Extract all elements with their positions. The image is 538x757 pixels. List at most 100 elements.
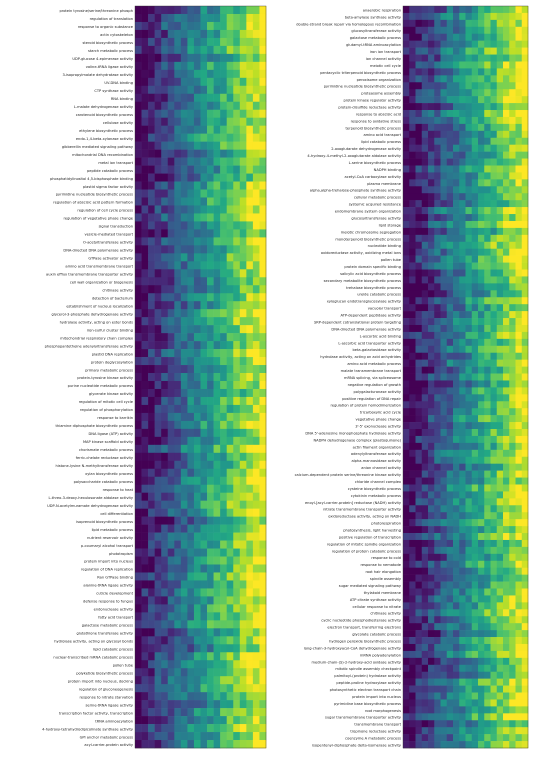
heatmap-cell <box>213 700 221 709</box>
heatmap-cell <box>496 546 504 555</box>
heatmap-cell <box>478 734 485 742</box>
heatmap-cell <box>246 45 254 55</box>
heatmap-cell <box>509 26 516 35</box>
heatmap-cell <box>207 676 214 685</box>
heatmap-cell <box>453 214 460 222</box>
heatmap-cell <box>213 420 221 430</box>
heatmap-cell <box>135 349 142 358</box>
heatmap-cell <box>403 75 410 83</box>
heatmap-cell <box>135 556 142 565</box>
heatmap-cell <box>141 532 149 541</box>
heatmap-cell <box>496 68 504 76</box>
heatmap-cell <box>207 301 214 310</box>
heatmap-cell <box>484 352 491 360</box>
heatmap-cell <box>503 297 510 305</box>
heatmap-cell <box>233 349 241 358</box>
heatmap-cell <box>213 205 221 214</box>
heatmap-cell <box>446 533 454 541</box>
heatmap-cell <box>453 297 460 305</box>
heatmap-cell <box>148 444 155 454</box>
heatmap-cell <box>259 396 267 406</box>
row-label: xylan biosynthetic process <box>85 472 133 476</box>
heatmap-cell <box>415 533 423 541</box>
heatmap-cell <box>252 61 260 71</box>
heatmap-cell <box>496 179 504 187</box>
heatmap-cell <box>471 110 479 118</box>
heatmap-cell <box>484 165 491 173</box>
heatmap-cell <box>471 151 479 159</box>
heatmap-cell <box>465 401 473 409</box>
heatmap-cell <box>239 668 247 677</box>
heatmap-cell <box>471 699 479 707</box>
heatmap-cell <box>453 380 460 388</box>
heatmap-cell <box>503 40 510 48</box>
heatmap-cell <box>409 435 416 444</box>
heatmap-cell <box>478 366 485 374</box>
heatmap-cell <box>521 227 529 236</box>
heatmap-cell <box>453 637 460 645</box>
heatmap-cell <box>503 366 510 374</box>
heatmap-cell <box>509 269 516 277</box>
heatmap-cell <box>167 157 175 166</box>
heatmap-cell <box>252 556 260 565</box>
heatmap-cell <box>484 345 491 354</box>
heatmap-cell <box>459 172 466 180</box>
row-label: malate transmembrane transport <box>341 369 402 373</box>
heatmap-cell <box>180 460 188 470</box>
heatmap-cell <box>239 373 247 382</box>
heatmap-cell <box>453 54 460 62</box>
heatmap-cell <box>496 151 504 159</box>
heatmap-cell <box>428 706 435 714</box>
heatmap-cell <box>490 19 498 28</box>
heatmap-cell <box>403 581 410 589</box>
heatmap-cell <box>233 101 241 111</box>
heatmap-cell <box>471 82 479 90</box>
heatmap-cell <box>239 500 247 509</box>
heatmap-cell <box>459 387 466 395</box>
heatmap-cell <box>509 415 516 423</box>
heatmap-cell <box>174 317 182 326</box>
heatmap-cell <box>233 580 241 589</box>
heatmap-cell <box>409 373 416 381</box>
heatmap-cell <box>484 526 491 534</box>
heatmap-cell <box>207 484 214 493</box>
heatmap-cell <box>239 556 247 565</box>
heatmap-cell <box>180 596 188 605</box>
heatmap-cell <box>193 692 201 701</box>
heatmap-cell <box>478 657 485 666</box>
heatmap-cell <box>174 261 182 270</box>
heatmap-cell <box>180 732 188 741</box>
heatmap-cell <box>154 253 162 262</box>
heatmap-cell <box>200 349 208 358</box>
heatmap-cell <box>220 253 227 262</box>
heatmap-cell <box>187 556 195 565</box>
heatmap-cell <box>409 290 416 298</box>
heatmap-cell <box>503 89 510 97</box>
heatmap-cell <box>220 692 227 701</box>
heatmap-cell <box>403 463 410 471</box>
heatmap-cell <box>434 373 441 381</box>
heatmap-cell <box>220 109 227 118</box>
heatmap-cell <box>174 588 182 597</box>
heatmap-cell <box>239 37 247 47</box>
heatmap-cell <box>465 505 473 513</box>
heatmap-cell <box>453 394 460 402</box>
heatmap-cell <box>453 685 460 693</box>
heatmap-cell <box>141 6 149 15</box>
heatmap-cell <box>459 144 466 152</box>
heatmap-cell <box>135 380 142 390</box>
heatmap-cell <box>421 435 429 444</box>
heatmap-cell <box>446 470 454 478</box>
heatmap-cell <box>233 189 241 198</box>
heatmap-cell <box>200 285 208 294</box>
heatmap-cell <box>174 644 182 653</box>
heatmap-cell <box>409 123 416 132</box>
heatmap-cell <box>193 293 201 302</box>
heatmap-cell <box>453 227 460 236</box>
heatmap-cell <box>409 61 416 69</box>
heatmap-cell <box>521 442 529 451</box>
heatmap-cell <box>213 532 221 541</box>
heatmap-cell <box>220 380 227 390</box>
heatmap-cell <box>478 401 485 409</box>
heatmap-cell <box>252 508 260 517</box>
